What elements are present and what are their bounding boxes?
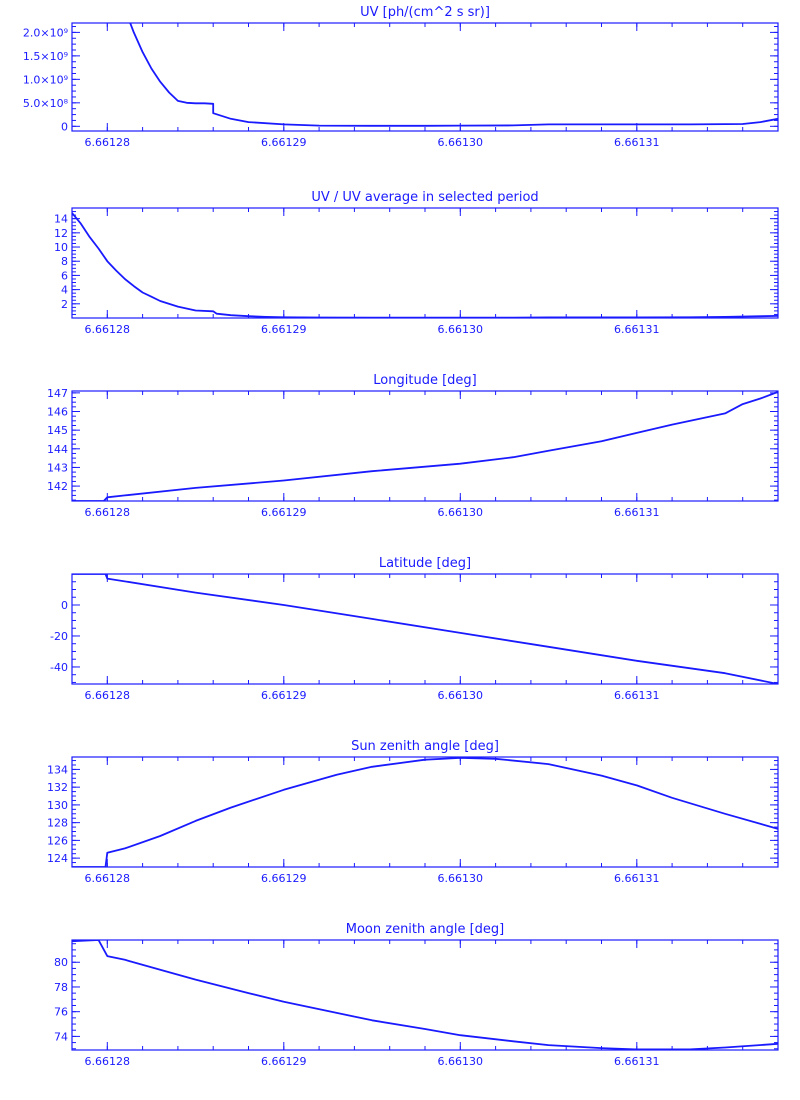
chart-2-series-0-line: [72, 391, 778, 501]
chart-3-y-tick-label: 0: [61, 599, 68, 612]
chart-4-series-0-line: [72, 757, 778, 867]
chart-3-x-tick-label: 6.66129: [261, 689, 307, 702]
chart-5-y-tick-label: 80: [54, 956, 68, 969]
chart-3-title: Latitude [deg]: [379, 556, 471, 571]
chart-0-title: UV [ph/(cm^2 s sr)]: [360, 5, 490, 20]
chart-1-title: UV / UV average in selected period: [311, 190, 538, 205]
chart-1-x-tick-label: 6.66130: [438, 323, 484, 336]
chart-1-y-tick-label: 4: [61, 284, 68, 297]
chart-2-x-tick-label: 6.66130: [438, 506, 484, 519]
chart-5-y-tick-label: 74: [54, 1030, 68, 1043]
chart-0-x-tick-label: 6.66128: [85, 136, 131, 149]
chart-0-series-0-line: [129, 23, 778, 127]
chart-4-plot-frame: [71, 756, 779, 868]
chart-1-y-tick-label: 8: [61, 255, 68, 268]
chart-4-y-tick-label: 134: [47, 763, 68, 776]
chart-1-x-tick-label: 6.66131: [614, 323, 660, 336]
chart-1-y-tick-label: 12: [54, 227, 68, 240]
chart-4-y-tick-label: 128: [47, 817, 68, 830]
chart-2-y-tick-label: 144: [47, 443, 68, 456]
chart-5-series-0-line: [72, 940, 778, 1050]
chart-1-y-tick-label: 10: [54, 241, 68, 254]
chart-4-x-tick-label: 6.66131: [614, 872, 660, 885]
chart-0-y-tick-label: 1.0×10⁹: [23, 73, 68, 86]
chart-0-y-tick-label: 0: [61, 120, 68, 133]
chart-2-plot-frame: [71, 390, 779, 502]
chart-4-y-tick-label: 132: [47, 781, 68, 794]
chart-0-y-tick-label: 5.0×10⁸: [23, 97, 69, 110]
chart-0-y-tick-label: 1.5×10⁹: [23, 50, 68, 63]
chart-2-x-tick-label: 6.66131: [614, 506, 660, 519]
chart-5-title: Moon zenith angle [deg]: [346, 922, 504, 937]
chart-4-y-tick-label: 124: [47, 852, 68, 865]
chart-2-y-tick-label: 147: [47, 387, 68, 400]
chart-5-y-tick-label: 78: [54, 981, 68, 994]
chart-4-x-tick-label: 6.66130: [438, 872, 484, 885]
chart-4-title: Sun zenith angle [deg]: [351, 739, 499, 754]
chart-2-y-tick-label: 143: [47, 461, 68, 474]
chart-4-x-tick-label: 6.66128: [85, 872, 131, 885]
chart-4-y-tick-label: 126: [47, 834, 68, 847]
chart-0-x-tick-label: 6.66130: [438, 136, 484, 149]
chart-1-x-tick-label: 6.66128: [85, 323, 131, 336]
chart-2-x-tick-label: 6.66128: [85, 506, 131, 519]
chart-1-x-tick-label: 6.66129: [261, 323, 307, 336]
chart-0-x-tick-label: 6.66131: [614, 136, 660, 149]
chart-3-x-tick-label: 6.66128: [85, 689, 131, 702]
chart-5-x-tick-label: 6.66131: [614, 1055, 660, 1068]
chart-3-series-0-line: [72, 574, 778, 684]
chart-2-y-tick-label: 145: [47, 424, 68, 437]
chart-5-plot-frame: [71, 939, 779, 1051]
chart-0-plot-frame: [71, 22, 779, 132]
chart-3-x-tick-label: 6.66130: [438, 689, 484, 702]
chart-1-plot-frame: [71, 207, 779, 319]
chart-5-y-tick-label: 76: [54, 1006, 68, 1019]
chart-5-x-tick-label: 6.66129: [261, 1055, 307, 1068]
chart-3-y-tick-label: -20: [50, 630, 68, 643]
chart-4-y-tick-label: 130: [47, 799, 68, 812]
chart-2-x-tick-label: 6.66129: [261, 506, 307, 519]
chart-2-title: Longitude [deg]: [373, 373, 476, 388]
chart-1-series-0-line: [72, 212, 778, 318]
chart-0-y-tick-label: 2.0×10⁹: [23, 26, 68, 39]
chart-5-x-tick-label: 6.66128: [85, 1055, 131, 1068]
chart-1-y-tick-label: 6: [61, 269, 68, 282]
chart-0-x-tick-label: 6.66129: [261, 136, 307, 149]
chart-2-y-tick-label: 142: [47, 480, 68, 493]
chart-5-x-tick-label: 6.66130: [438, 1055, 484, 1068]
chart-3-y-tick-label: -40: [50, 661, 68, 674]
chart-1-y-tick-label: 14: [54, 213, 68, 226]
chart-2-y-tick-label: 146: [47, 406, 68, 419]
chart-1-y-tick-label: 2: [61, 298, 68, 311]
chart-4-x-tick-label: 6.66129: [261, 872, 307, 885]
chart-3-x-tick-label: 6.66131: [614, 689, 660, 702]
